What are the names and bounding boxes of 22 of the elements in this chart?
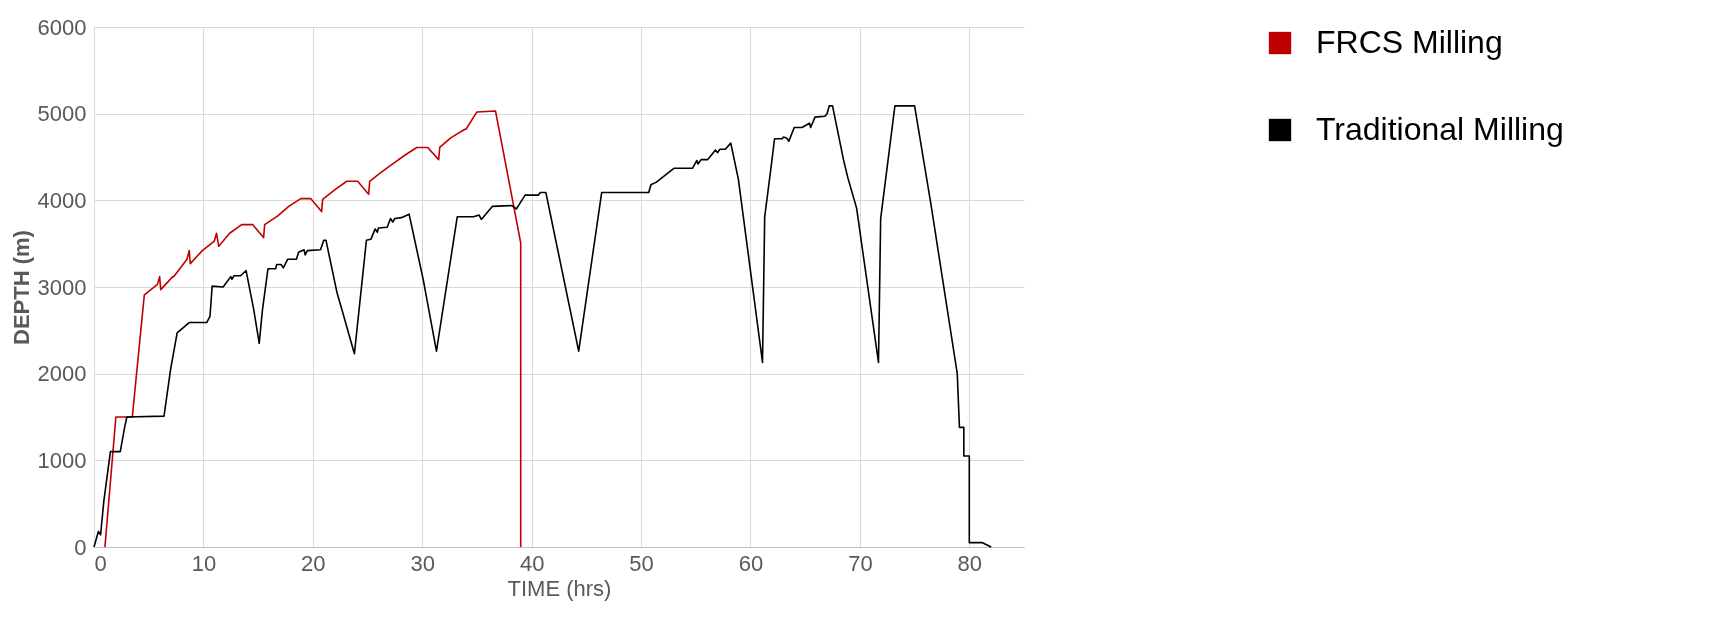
y-axis-title: DEPTH (m) <box>8 230 34 345</box>
line-series <box>93 105 992 548</box>
x-tick-label: 60 <box>738 550 764 576</box>
legend-label: FRCS Milling <box>1316 24 1503 60</box>
x-tick-label: 10 <box>191 550 217 576</box>
y-tick-label: 2000 <box>37 361 87 387</box>
x-tick-label: 50 <box>629 550 654 576</box>
y-tick-label: 6000 <box>37 14 87 40</box>
x-tick-label: 0 <box>94 550 107 576</box>
y-tick-label: 1000 <box>37 447 87 473</box>
x-tick-label: 30 <box>410 550 435 576</box>
line-series <box>104 110 522 548</box>
y-tick-label: 4000 <box>37 187 87 213</box>
y-tick-label: 0 <box>74 534 87 560</box>
x-tick-label: 20 <box>301 550 326 576</box>
y-tick-label: 3000 <box>37 274 87 300</box>
legend-label: Traditional Milling <box>1316 111 1564 147</box>
x-tick-label: 40 <box>519 550 545 576</box>
x-tick-label: 70 <box>848 550 873 576</box>
x-tick-label: 80 <box>957 550 983 576</box>
x-axis-title: TIME (hrs) <box>507 575 612 601</box>
y-tick-label: 5000 <box>37 101 87 127</box>
